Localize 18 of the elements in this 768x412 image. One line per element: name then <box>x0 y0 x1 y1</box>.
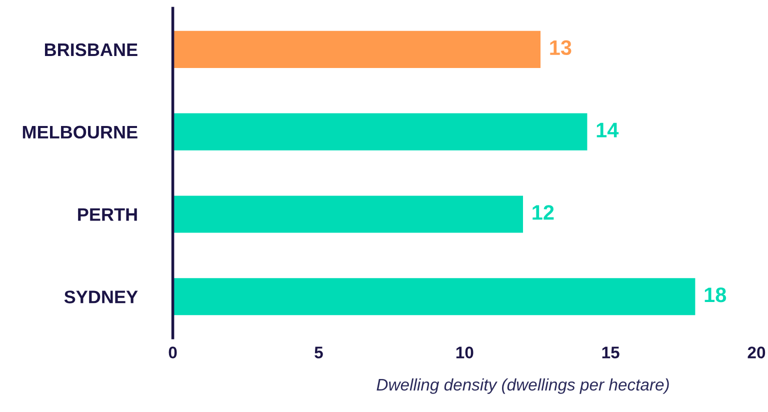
x-tick-label: 0 <box>168 346 177 358</box>
x-tick-label: 15 <box>602 346 620 358</box>
bar <box>172 278 696 316</box>
bar <box>172 30 541 68</box>
y-tick-label: BRISBANE <box>44 43 138 56</box>
bar <box>172 196 524 233</box>
data-label: 18 <box>704 287 726 302</box>
y-tick-label: MELBOURNE <box>22 126 138 139</box>
y-tick-label: PERTH <box>78 208 137 221</box>
bar <box>172 113 588 150</box>
x-tick-label: 5 <box>314 346 323 358</box>
x-axis-title: Dwelling density (dwellings per hectare) <box>376 378 669 394</box>
data-label: 14 <box>596 122 619 138</box>
x-tick-label: 10 <box>456 346 474 358</box>
x-tick-label: 20 <box>748 346 766 358</box>
y-tick-label: SYDNEY <box>64 290 138 304</box>
data-label: 13 <box>550 40 572 56</box>
data-label: 12 <box>532 205 554 220</box>
